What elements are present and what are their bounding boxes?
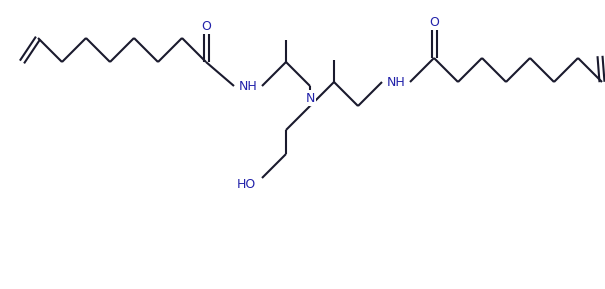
Text: O: O <box>201 19 211 32</box>
Text: NH: NH <box>387 75 405 88</box>
Text: HO: HO <box>237 177 256 190</box>
Text: O: O <box>429 16 439 29</box>
Text: NH: NH <box>238 79 257 92</box>
Text: N: N <box>306 92 315 105</box>
